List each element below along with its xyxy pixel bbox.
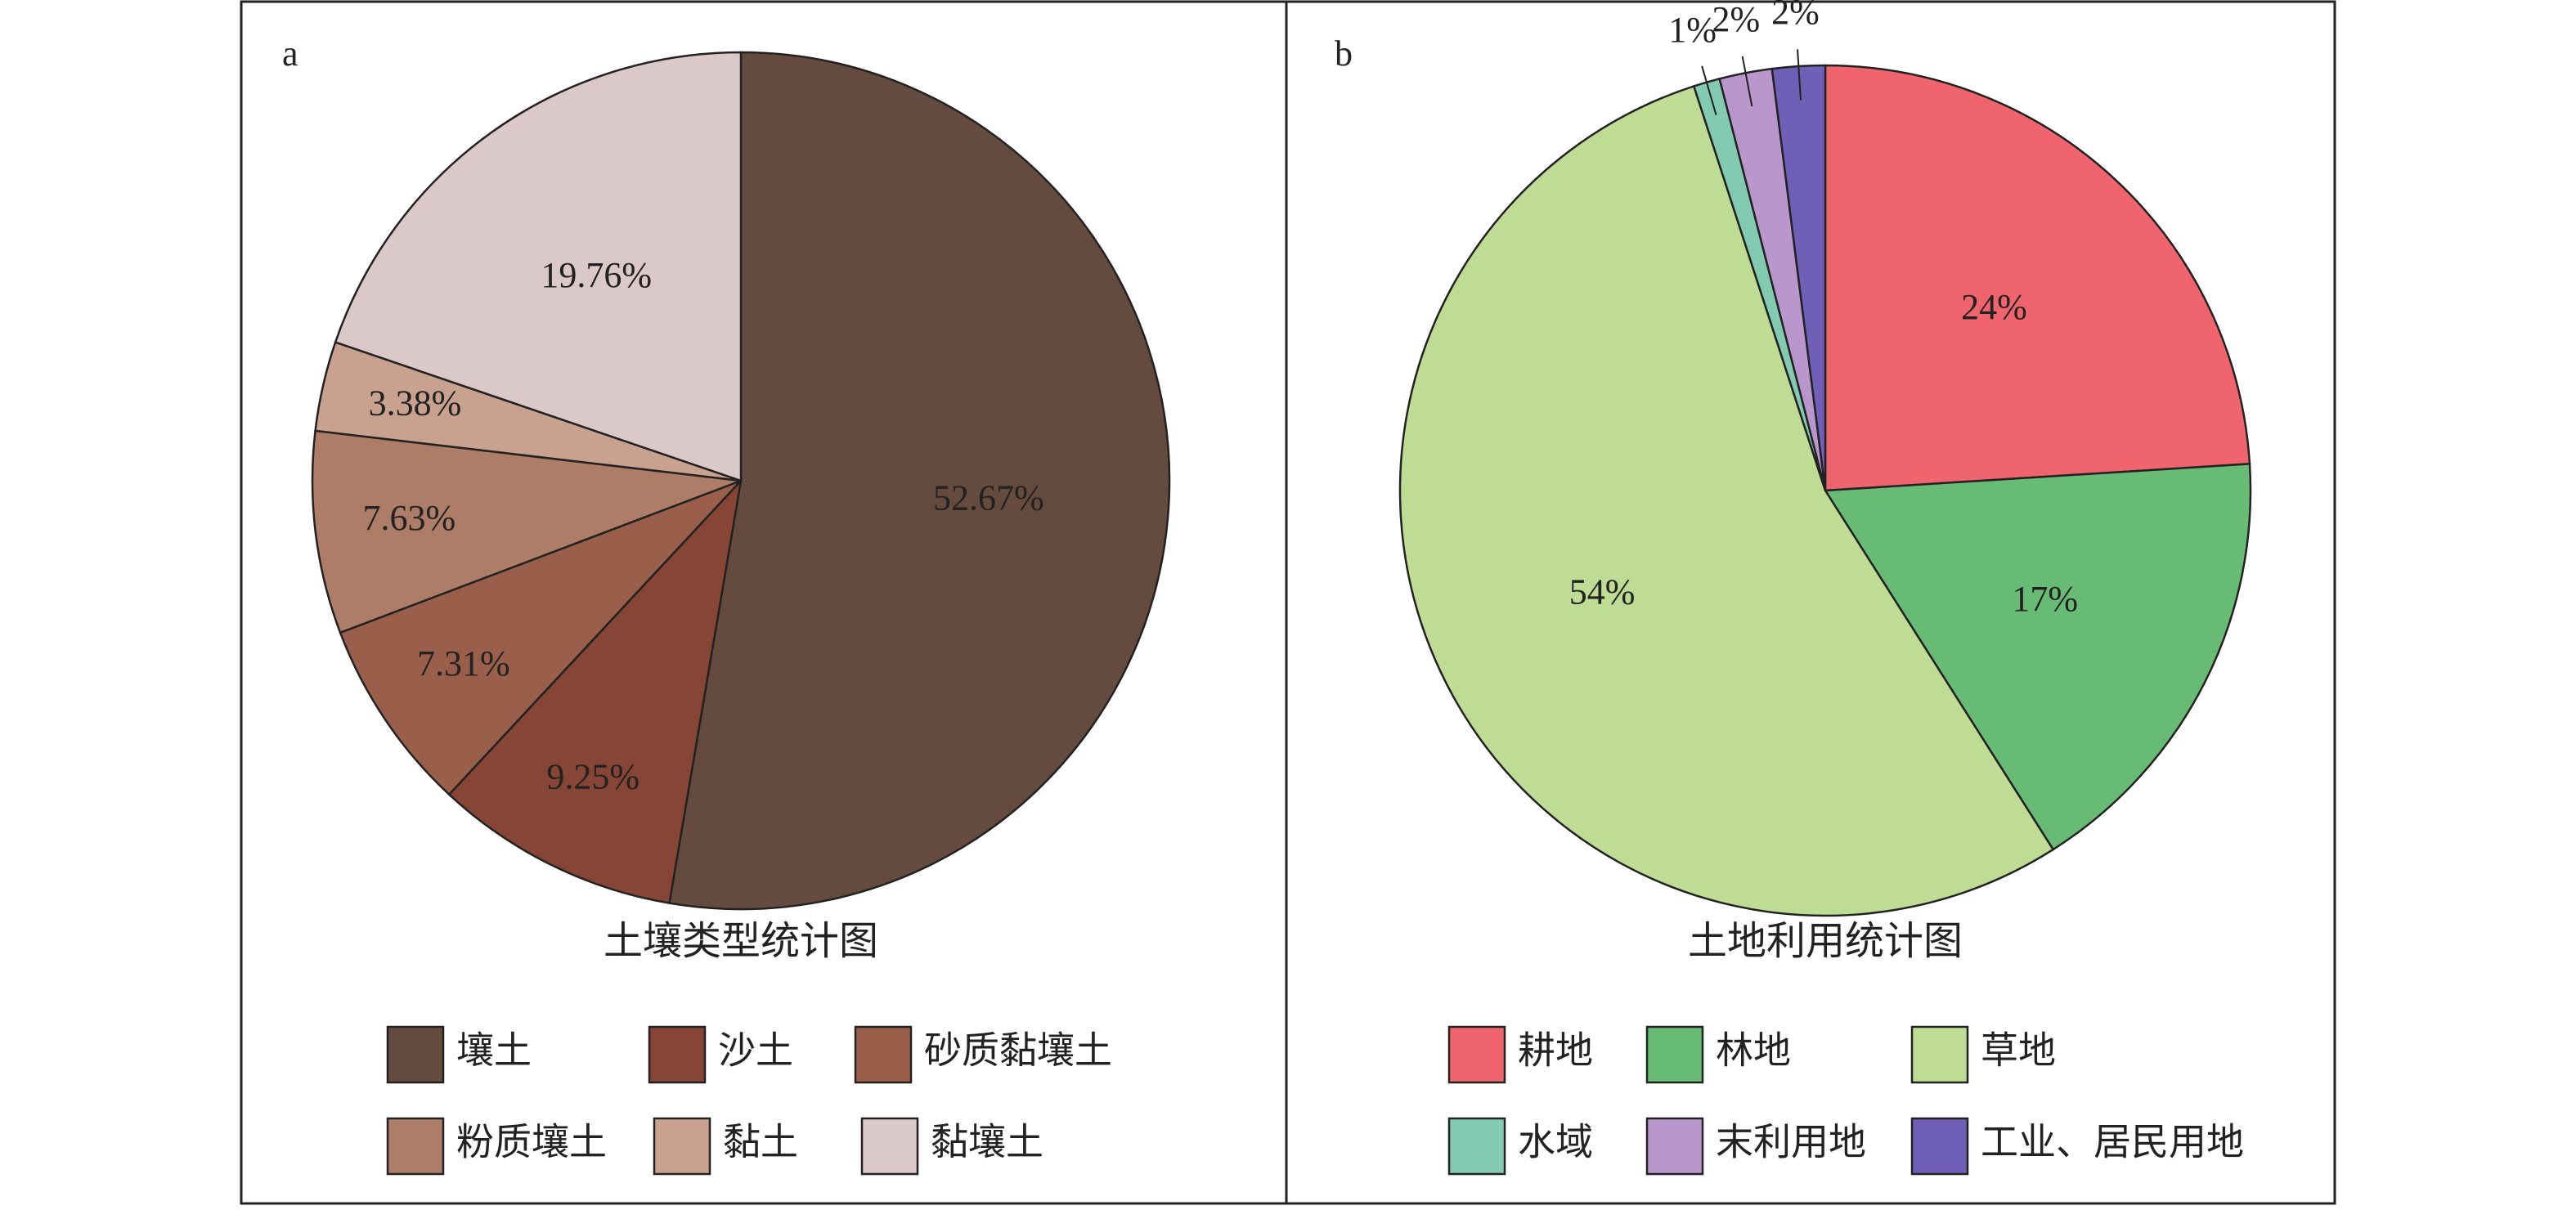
leader-line bbox=[1701, 65, 1717, 115]
data-label: 54% bbox=[1569, 572, 1636, 612]
pie-slice bbox=[339, 479, 742, 796]
legend-label: 黏土 bbox=[723, 1122, 798, 1163]
chart-title: 土壤类型统计图 bbox=[604, 920, 878, 963]
legend-swatch bbox=[386, 1117, 445, 1176]
legend-swatch bbox=[1645, 1117, 1704, 1176]
pie-slice bbox=[447, 477, 743, 905]
legend-swatch bbox=[648, 1025, 707, 1084]
legend-label: 壤土 bbox=[456, 1030, 532, 1072]
legend-label: 砂质黏壤土 bbox=[924, 1030, 1112, 1072]
legend-swatch bbox=[386, 1025, 445, 1084]
legend-swatch bbox=[1910, 1025, 1969, 1084]
legend-label: 林地 bbox=[1716, 1030, 1791, 1072]
data-label: 19.76% bbox=[541, 255, 652, 295]
data-label: 7.63% bbox=[363, 498, 456, 538]
data-label: 3.38% bbox=[369, 383, 462, 424]
legend-label: 耕地 bbox=[1518, 1030, 1593, 1072]
data-label: 2% bbox=[1771, 0, 1820, 32]
legend-label: 水域 bbox=[1518, 1122, 1593, 1163]
legend-label: 沙土 bbox=[718, 1030, 793, 1072]
leader-line bbox=[1741, 56, 1753, 107]
legend-swatch bbox=[1910, 1117, 1969, 1176]
data-label: 24% bbox=[1961, 287, 2027, 327]
legend-label: 粉质壤土 bbox=[456, 1122, 607, 1163]
pie-slice bbox=[334, 51, 743, 482]
data-label: 1% bbox=[1668, 10, 1717, 50]
legend-label: 末利用地 bbox=[1716, 1122, 1866, 1163]
panel-label: b bbox=[1335, 34, 1353, 74]
data-label: 9.25% bbox=[546, 757, 640, 797]
legend-label: 工业、居民用地 bbox=[1981, 1122, 2244, 1163]
legend-label: 黏壤土 bbox=[931, 1122, 1043, 1163]
panel-label: a bbox=[282, 34, 298, 74]
legend-swatch bbox=[854, 1025, 913, 1084]
legend-swatch bbox=[860, 1117, 919, 1176]
legend-swatch bbox=[1447, 1117, 1506, 1176]
pie-slice bbox=[1823, 463, 2252, 851]
leader-line bbox=[1797, 49, 1802, 101]
chart-title: 土地利用统计图 bbox=[1688, 920, 1963, 963]
pie-slice bbox=[668, 51, 1171, 911]
legend-swatch bbox=[1447, 1025, 1506, 1084]
pie-slice bbox=[1824, 64, 2251, 492]
legend-swatch bbox=[653, 1117, 711, 1176]
data-label: 2% bbox=[1712, 0, 1761, 39]
legend-swatch bbox=[1645, 1025, 1704, 1084]
data-label: 52.67% bbox=[933, 478, 1044, 518]
pie-slice bbox=[1398, 84, 2055, 917]
panel-frame bbox=[1285, 0, 2336, 1205]
data-label: 17% bbox=[2012, 579, 2078, 619]
data-label: 7.31% bbox=[417, 643, 510, 683]
pie-slice bbox=[311, 429, 742, 634]
legend-label: 草地 bbox=[1981, 1030, 2056, 1072]
